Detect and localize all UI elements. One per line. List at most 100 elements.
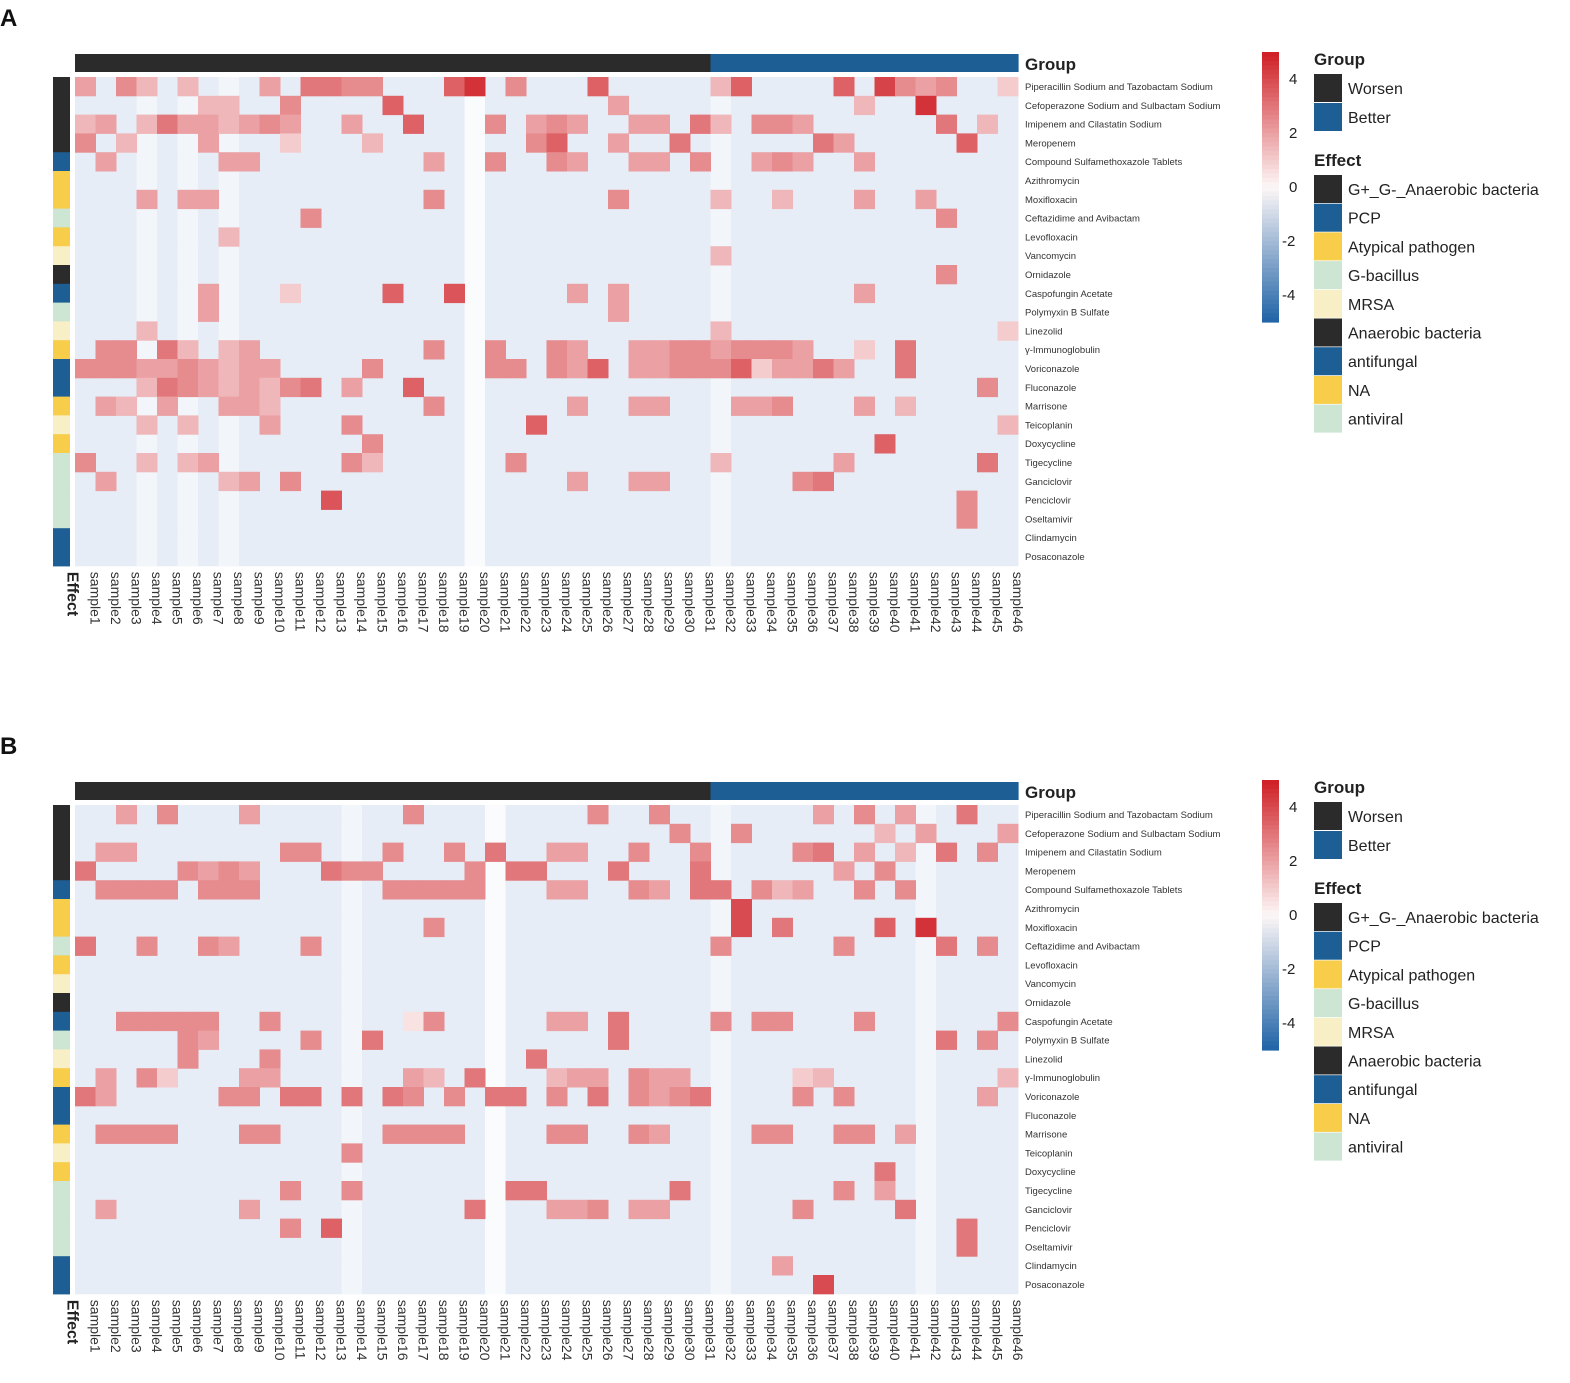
heatmap-cell: [259, 842, 281, 862]
heatmap-cell: [218, 1124, 240, 1144]
heatmap-cell: [567, 1030, 588, 1050]
heatmap-cell: [198, 955, 219, 975]
heatmap-cell: [772, 1030, 793, 1050]
heatmap-cell: [567, 208, 588, 228]
row-label: Doxycycline: [1025, 1167, 1076, 1178]
heatmap-cell: [997, 453, 1019, 473]
heatmap-cell: [608, 842, 629, 862]
heatmap-cell-value: [198, 133, 219, 153]
heatmap-cell: [895, 936, 916, 956]
heatmap-cell: [792, 1256, 814, 1276]
effect-band-cell: [53, 171, 70, 191]
heatmap-cell: [218, 1218, 240, 1238]
heatmap-cell: [423, 95, 445, 116]
heatmap-cell: [751, 1237, 773, 1257]
row-label: Voriconazole: [1025, 1092, 1079, 1103]
heatmap-cell: [792, 227, 814, 247]
heatmap-cell: [608, 1256, 629, 1276]
heatmap-cell: [239, 1011, 260, 1032]
heatmap-cell: [874, 171, 896, 191]
heatmap-cell: [669, 917, 691, 938]
heatmap-cell: [382, 359, 404, 379]
heatmap-cell: [997, 490, 1019, 510]
heatmap-cell: [259, 227, 281, 247]
heatmap-cell-value: [772, 114, 793, 134]
row-label: Ceftazidime and Avibactam: [1025, 214, 1140, 225]
heatmap-cell: [587, 1030, 609, 1050]
heatmap-cell: [997, 1124, 1019, 1144]
heatmap-cell: [464, 547, 486, 567]
heatmap-cell: [198, 434, 219, 454]
heatmap-cell: [485, 547, 506, 567]
heatmap-cell: [546, 936, 568, 956]
heatmap-cell: [669, 471, 691, 492]
heatmap-cell-value: [649, 1124, 670, 1144]
heatmap-cell-value: [915, 917, 937, 938]
heatmap-cell-value: [136, 377, 158, 398]
color-scale-step: [1262, 1014, 1279, 1020]
heatmap-cell: [936, 95, 957, 116]
heatmap-cell: [423, 1030, 445, 1050]
heatmap-cell: [628, 265, 650, 285]
heatmap-cell: [792, 1181, 814, 1201]
heatmap-cell: [526, 396, 547, 416]
heatmap-cell-value: [485, 842, 506, 862]
heatmap-cell: [423, 246, 445, 266]
heatmap-cell: [751, 936, 773, 956]
row-label: Ganciclovir: [1025, 477, 1072, 488]
heatmap-cell: [362, 1256, 383, 1276]
heatmap-cell: [505, 246, 527, 266]
heatmap-cell: [628, 490, 650, 510]
heatmap-cell: [895, 246, 916, 266]
column-label: sample11: [292, 572, 308, 632]
heatmap-cell: [218, 77, 240, 97]
heatmap-cell-value: [382, 842, 404, 862]
heatmap-cell: [915, 246, 937, 266]
heatmap-cell: [813, 1162, 834, 1182]
column-label: sample8: [231, 1300, 247, 1353]
heatmap-cell: [608, 547, 629, 567]
heatmap-cell: [710, 1237, 732, 1257]
heatmap-cell: [177, 171, 199, 191]
heatmap-cell: [977, 490, 998, 510]
heatmap-cell: [608, 1218, 629, 1238]
heatmap-cell: [423, 171, 445, 191]
heatmap-cell-value: [546, 1124, 568, 1144]
heatmap-cell: [833, 1199, 855, 1220]
heatmap-cell: [772, 490, 793, 510]
heatmap-cell-value: [157, 377, 178, 398]
heatmap-cell-value: [608, 283, 629, 304]
heatmap-cell-value: [854, 152, 875, 172]
heatmap-cell: [731, 171, 752, 191]
heatmap-cell: [280, 1049, 301, 1069]
heatmap-cell: [464, 1162, 486, 1182]
heatmap-cell: [280, 359, 301, 379]
color-scale-step: [1262, 1000, 1279, 1006]
heatmap-cell: [218, 434, 240, 454]
heatmap-cell: [239, 547, 260, 567]
heatmap-cell: [198, 1256, 219, 1276]
effect-band-cell: [53, 1181, 70, 1201]
color-scale-step: [1262, 825, 1279, 831]
heatmap-cell: [649, 1181, 670, 1201]
heatmap-cell: [116, 936, 137, 956]
heatmap-cell-value: [772, 152, 793, 172]
heatmap-cell-value: [731, 917, 752, 938]
color-scale-step: [1262, 290, 1279, 296]
heatmap-cell-value: [587, 1199, 609, 1220]
heatmap-cell: [423, 1143, 445, 1163]
heatmap-cell: [792, 434, 814, 454]
heatmap-cell: [956, 993, 978, 1013]
heatmap-cell: [813, 1030, 834, 1050]
heatmap-cell: [321, 1143, 342, 1163]
heatmap-cell: [833, 1011, 855, 1032]
heatmap-cell: [977, 955, 998, 975]
column-label: sample20: [477, 572, 493, 633]
heatmap-cell: [874, 899, 896, 919]
heatmap-cell-value: [218, 396, 240, 416]
group-band-cell: [649, 782, 671, 800]
heatmap-cell: [341, 1237, 363, 1257]
heatmap-cell: [956, 974, 978, 994]
heatmap-cell: [956, 955, 978, 975]
heatmap-cell-value: [772, 880, 793, 900]
